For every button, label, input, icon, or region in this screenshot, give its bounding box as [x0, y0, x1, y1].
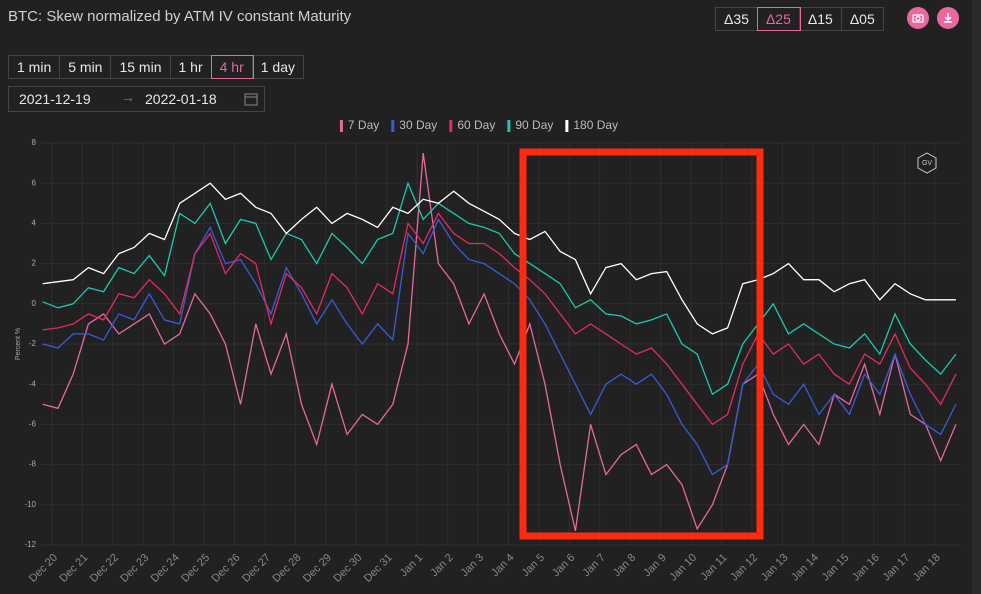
svg-text:GV: GV — [922, 160, 932, 167]
y-tick-label: -12 — [24, 540, 36, 549]
legend-swatch — [449, 120, 453, 132]
legend-label: 180 Day — [573, 118, 618, 132]
x-tick-label: Dec 31 — [362, 552, 395, 585]
download-button[interactable] — [937, 7, 959, 29]
x-tick-label: Jan 2 — [428, 552, 456, 580]
legend: 7 Day 30 Day 60 Day 90 Day 180 Day — [339, 118, 618, 132]
delta-button[interactable]: Δ05 — [849, 11, 875, 27]
chart-title: BTC: Skew normalized by ATM IV constant … — [8, 8, 352, 25]
y-tick-label: 0 — [32, 299, 37, 308]
x-tick-label: Jan 1 — [398, 552, 426, 580]
x-tick-label: Jan 5 — [520, 552, 548, 580]
legend-label: 30 Day — [399, 118, 437, 132]
legend-label: 60 Day — [457, 118, 495, 132]
x-tick-label: Dec 23 — [118, 552, 151, 585]
x-tick-label: Dec 26 — [210, 552, 243, 585]
x-tick-label: Dec 30 — [331, 552, 364, 585]
interval-button[interactable]: 1 min — [9, 56, 61, 78]
interval-button[interactable]: 1 hr — [171, 56, 212, 78]
y-tick-label: -2 — [29, 339, 37, 348]
x-tick-label: Jan 8 — [611, 552, 639, 580]
y-tick-label: 4 — [32, 219, 37, 228]
grid — [40, 142, 962, 546]
y-tick-label: -8 — [29, 460, 37, 469]
camera-button[interactable] — [907, 7, 929, 29]
x-tick-label: Jan 9 — [641, 552, 669, 580]
interval-group: 1 min 5 min 15 min 1 hr 4 hr 1 day — [8, 55, 304, 79]
calendar-icon — [244, 93, 258, 106]
x-tick-label: Jan 6 — [550, 552, 578, 580]
series-line — [42, 218, 957, 476]
legend-swatch — [565, 120, 569, 132]
series-line — [42, 181, 957, 396]
y-tick-label: -10 — [24, 500, 36, 509]
scrollbar — [972, 0, 981, 594]
legend-swatch — [391, 120, 395, 132]
legend-label: 90 Day — [515, 118, 553, 132]
y-tick-label: -6 — [29, 420, 37, 429]
camera-icon — [912, 14, 924, 23]
legend-swatch — [507, 120, 511, 132]
legend-swatch — [339, 120, 343, 132]
x-tick-label: Dec 20 — [27, 552, 60, 585]
x-tick-label: Jan 11 — [698, 552, 729, 583]
download-icon — [944, 13, 952, 23]
x-tick-label: Dec 27 — [240, 552, 273, 585]
series-line — [42, 182, 956, 335]
x-tick-label: Dec 29 — [301, 552, 334, 585]
interval-button[interactable]: 5 min — [60, 56, 112, 78]
x-tick-label: Jan 7 — [580, 552, 608, 580]
x-tick-label: Jan 18 — [911, 552, 943, 584]
interval-button[interactable]: 4 hr — [210, 55, 254, 79]
x-tick-label: Jan 14 — [789, 552, 821, 584]
y-axis-label: Percent % — [15, 328, 22, 360]
delta-button[interactable]: Δ15 — [800, 8, 842, 30]
x-tick-label: Jan 13 — [759, 552, 791, 584]
x-tick-label: Dec 28 — [270, 552, 303, 585]
interval-button[interactable]: 15 min — [111, 56, 171, 78]
y-tick-label: 2 — [32, 259, 37, 268]
x-tick-label: Jan 3 — [459, 552, 487, 580]
date-arrow: → — [121, 89, 135, 105]
x-tick-label: Dec 24 — [149, 552, 182, 585]
date-from: 2021-12-19 — [19, 91, 91, 107]
y-tick-label: 6 — [32, 178, 37, 187]
interval-button[interactable]: 1 day — [260, 59, 295, 75]
legend-label: 7 Day — [348, 118, 379, 132]
series-line — [42, 153, 957, 532]
y-tick-label: 8 — [32, 138, 37, 147]
x-tick-label: Jan 16 — [850, 552, 882, 584]
x-tick-label: Jan 15 — [820, 552, 852, 584]
date-range[interactable]: 2021-12-19 → 2022-01-18 — [8, 86, 265, 112]
x-tick-label: Jan 12 — [728, 552, 760, 584]
delta-button[interactable]: Δ25 — [756, 7, 801, 31]
lines — [42, 153, 957, 532]
delta-button[interactable]: Δ35 — [716, 8, 758, 30]
delta-group: Δ35 Δ25 Δ15 Δ05 — [715, 7, 884, 31]
date-to: 2022-01-18 — [145, 91, 217, 107]
x-tick-label: Dec 22 — [88, 552, 121, 585]
y-tick-label: -4 — [29, 379, 37, 388]
highlight-box — [519, 148, 764, 540]
x-tick-label: Jan 4 — [489, 552, 517, 580]
x-tick-label: Dec 25 — [179, 552, 212, 585]
series-line — [42, 212, 957, 426]
x-tick-label: Jan 17 — [881, 552, 913, 584]
x-tick-label: Jan 10 — [667, 552, 699, 584]
gv-logo: GV — [917, 152, 937, 174]
x-tick-label: Dec 21 — [57, 552, 90, 585]
